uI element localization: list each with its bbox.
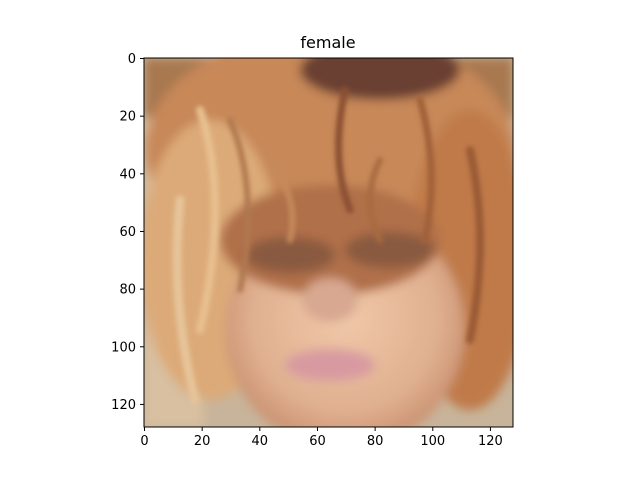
x-tick-label: 80 bbox=[367, 434, 384, 449]
y-tick-label: 100 bbox=[111, 340, 136, 355]
x-tick-label: 40 bbox=[252, 434, 269, 449]
axes-frame bbox=[143, 57, 514, 428]
y-tick-label: 80 bbox=[119, 283, 136, 298]
x-tick-label: 0 bbox=[140, 434, 148, 449]
x-axis: 0 20 40 60 80 100 120 bbox=[140, 427, 503, 449]
y-tick-label: 0 bbox=[128, 52, 136, 67]
face-image bbox=[144, 58, 513, 427]
y-tick-label: 120 bbox=[111, 398, 136, 413]
x-tick-label: 120 bbox=[478, 434, 503, 449]
x-tick-label: 100 bbox=[420, 434, 445, 449]
x-tick-label: 60 bbox=[309, 434, 326, 449]
y-tick-label: 20 bbox=[119, 110, 136, 125]
y-axis: 0 20 40 60 80 100 120 bbox=[111, 52, 144, 413]
x-tick-label: 20 bbox=[194, 434, 211, 449]
y-tick-label: 60 bbox=[119, 225, 136, 240]
y-tick-label: 40 bbox=[119, 167, 136, 182]
chart-title: female bbox=[300, 33, 355, 52]
